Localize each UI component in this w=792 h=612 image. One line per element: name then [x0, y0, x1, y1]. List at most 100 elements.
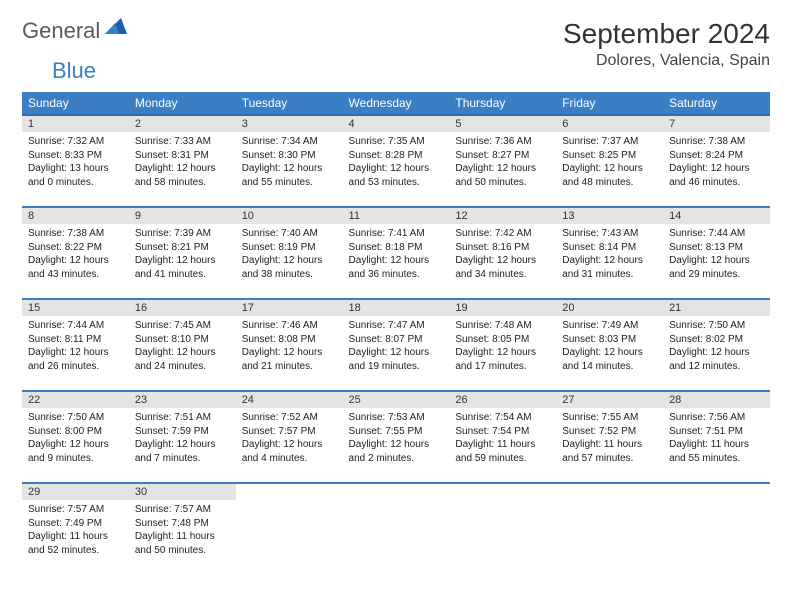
day-number: 1: [22, 116, 129, 132]
calendar-day-cell: 6Sunrise: 7:37 AMSunset: 8:25 PMDaylight…: [556, 115, 663, 207]
day-data: Sunrise: 7:36 AMSunset: 8:27 PMDaylight:…: [449, 132, 556, 192]
day-number: 30: [129, 484, 236, 500]
logo-text-blue: Blue: [52, 58, 96, 84]
calendar-day-cell: 24Sunrise: 7:52 AMSunset: 7:57 PMDayligh…: [236, 391, 343, 483]
day-data: Sunrise: 7:41 AMSunset: 8:18 PMDaylight:…: [343, 224, 450, 284]
calendar-day-cell: 3Sunrise: 7:34 AMSunset: 8:30 PMDaylight…: [236, 115, 343, 207]
day-number: 19: [449, 300, 556, 316]
weekday-header: Friday: [556, 92, 663, 115]
day-number: 24: [236, 392, 343, 408]
day-number: 18: [343, 300, 450, 316]
day-data: Sunrise: 7:35 AMSunset: 8:28 PMDaylight:…: [343, 132, 450, 192]
calendar-day-cell: 15Sunrise: 7:44 AMSunset: 8:11 PMDayligh…: [22, 299, 129, 391]
calendar-week-row: 29Sunrise: 7:57 AMSunset: 7:49 PMDayligh…: [22, 483, 770, 575]
calendar-day-cell: 25Sunrise: 7:53 AMSunset: 7:55 PMDayligh…: [343, 391, 450, 483]
weekday-header: Monday: [129, 92, 236, 115]
calendar-day-cell: 19Sunrise: 7:48 AMSunset: 8:05 PMDayligh…: [449, 299, 556, 391]
calendar-day-cell: 2Sunrise: 7:33 AMSunset: 8:31 PMDaylight…: [129, 115, 236, 207]
calendar-day-cell: 30Sunrise: 7:57 AMSunset: 7:48 PMDayligh…: [129, 483, 236, 575]
location-text: Dolores, Valencia, Spain: [563, 52, 770, 70]
day-data: Sunrise: 7:37 AMSunset: 8:25 PMDaylight:…: [556, 132, 663, 192]
day-number: 16: [129, 300, 236, 316]
day-number: 14: [663, 208, 770, 224]
day-data: Sunrise: 7:46 AMSunset: 8:08 PMDaylight:…: [236, 316, 343, 376]
calendar-day-cell: 5Sunrise: 7:36 AMSunset: 8:27 PMDaylight…: [449, 115, 556, 207]
calendar-day-cell: 4Sunrise: 7:35 AMSunset: 8:28 PMDaylight…: [343, 115, 450, 207]
weekday-header-row: Sunday Monday Tuesday Wednesday Thursday…: [22, 92, 770, 115]
month-title: September 2024: [563, 18, 770, 50]
calendar-day-cell: 16Sunrise: 7:45 AMSunset: 8:10 PMDayligh…: [129, 299, 236, 391]
day-data: Sunrise: 7:38 AMSunset: 8:24 PMDaylight:…: [663, 132, 770, 192]
day-number: 2: [129, 116, 236, 132]
calendar-page: General September 2024 Dolores, Valencia…: [0, 0, 792, 593]
day-data: Sunrise: 7:57 AMSunset: 7:48 PMDaylight:…: [129, 500, 236, 560]
calendar-day-cell: 7Sunrise: 7:38 AMSunset: 8:24 PMDaylight…: [663, 115, 770, 207]
weekday-header: Thursday: [449, 92, 556, 115]
day-data: Sunrise: 7:47 AMSunset: 8:07 PMDaylight:…: [343, 316, 450, 376]
day-number: 21: [663, 300, 770, 316]
day-number: 25: [343, 392, 450, 408]
calendar-day-cell: 1Sunrise: 7:32 AMSunset: 8:33 PMDaylight…: [22, 115, 129, 207]
calendar-day-cell: [663, 483, 770, 575]
day-data: Sunrise: 7:34 AMSunset: 8:30 PMDaylight:…: [236, 132, 343, 192]
calendar-week-row: 8Sunrise: 7:38 AMSunset: 8:22 PMDaylight…: [22, 207, 770, 299]
day-data: Sunrise: 7:40 AMSunset: 8:19 PMDaylight:…: [236, 224, 343, 284]
calendar-table: Sunday Monday Tuesday Wednesday Thursday…: [22, 92, 770, 575]
weekday-header: Wednesday: [343, 92, 450, 115]
day-number: 22: [22, 392, 129, 408]
day-number: 13: [556, 208, 663, 224]
calendar-day-cell: 29Sunrise: 7:57 AMSunset: 7:49 PMDayligh…: [22, 483, 129, 575]
title-block: September 2024 Dolores, Valencia, Spain: [563, 18, 770, 70]
day-data: Sunrise: 7:44 AMSunset: 8:13 PMDaylight:…: [663, 224, 770, 284]
weekday-header: Tuesday: [236, 92, 343, 115]
calendar-week-row: 1Sunrise: 7:32 AMSunset: 8:33 PMDaylight…: [22, 115, 770, 207]
calendar-day-cell: 12Sunrise: 7:42 AMSunset: 8:16 PMDayligh…: [449, 207, 556, 299]
day-number: 27: [556, 392, 663, 408]
calendar-day-cell: 27Sunrise: 7:55 AMSunset: 7:52 PMDayligh…: [556, 391, 663, 483]
day-number: 12: [449, 208, 556, 224]
calendar-day-cell: 13Sunrise: 7:43 AMSunset: 8:14 PMDayligh…: [556, 207, 663, 299]
day-data: Sunrise: 7:38 AMSunset: 8:22 PMDaylight:…: [22, 224, 129, 284]
calendar-week-row: 22Sunrise: 7:50 AMSunset: 8:00 PMDayligh…: [22, 391, 770, 483]
calendar-day-cell: 18Sunrise: 7:47 AMSunset: 8:07 PMDayligh…: [343, 299, 450, 391]
day-data: Sunrise: 7:52 AMSunset: 7:57 PMDaylight:…: [236, 408, 343, 468]
day-number: 15: [22, 300, 129, 316]
calendar-day-cell: 20Sunrise: 7:49 AMSunset: 8:03 PMDayligh…: [556, 299, 663, 391]
day-number: 6: [556, 116, 663, 132]
calendar-day-cell: 23Sunrise: 7:51 AMSunset: 7:59 PMDayligh…: [129, 391, 236, 483]
day-data: Sunrise: 7:48 AMSunset: 8:05 PMDaylight:…: [449, 316, 556, 376]
calendar-day-cell: 26Sunrise: 7:54 AMSunset: 7:54 PMDayligh…: [449, 391, 556, 483]
calendar-day-cell: 21Sunrise: 7:50 AMSunset: 8:02 PMDayligh…: [663, 299, 770, 391]
calendar-day-cell: 8Sunrise: 7:38 AMSunset: 8:22 PMDaylight…: [22, 207, 129, 299]
calendar-week-row: 15Sunrise: 7:44 AMSunset: 8:11 PMDayligh…: [22, 299, 770, 391]
day-data: Sunrise: 7:44 AMSunset: 8:11 PMDaylight:…: [22, 316, 129, 376]
day-number: 23: [129, 392, 236, 408]
calendar-day-cell: 9Sunrise: 7:39 AMSunset: 8:21 PMDaylight…: [129, 207, 236, 299]
day-number: 11: [343, 208, 450, 224]
logo-triangle-icon: [105, 18, 127, 39]
day-data: Sunrise: 7:33 AMSunset: 8:31 PMDaylight:…: [129, 132, 236, 192]
calendar-day-cell: 11Sunrise: 7:41 AMSunset: 8:18 PMDayligh…: [343, 207, 450, 299]
day-number: 4: [343, 116, 450, 132]
day-number: 29: [22, 484, 129, 500]
day-data: Sunrise: 7:53 AMSunset: 7:55 PMDaylight:…: [343, 408, 450, 468]
weekday-header: Sunday: [22, 92, 129, 115]
day-data: Sunrise: 7:32 AMSunset: 8:33 PMDaylight:…: [22, 132, 129, 192]
calendar-day-cell: 28Sunrise: 7:56 AMSunset: 7:51 PMDayligh…: [663, 391, 770, 483]
calendar-day-cell: 17Sunrise: 7:46 AMSunset: 8:08 PMDayligh…: [236, 299, 343, 391]
day-data: Sunrise: 7:45 AMSunset: 8:10 PMDaylight:…: [129, 316, 236, 376]
calendar-body: 1Sunrise: 7:32 AMSunset: 8:33 PMDaylight…: [22, 115, 770, 575]
calendar-day-cell: 10Sunrise: 7:40 AMSunset: 8:19 PMDayligh…: [236, 207, 343, 299]
day-data: Sunrise: 7:54 AMSunset: 7:54 PMDaylight:…: [449, 408, 556, 468]
day-data: Sunrise: 7:42 AMSunset: 8:16 PMDaylight:…: [449, 224, 556, 284]
logo: General: [22, 18, 129, 44]
calendar-day-cell: [556, 483, 663, 575]
day-data: Sunrise: 7:55 AMSunset: 7:52 PMDaylight:…: [556, 408, 663, 468]
day-number: 7: [663, 116, 770, 132]
weekday-header: Saturday: [663, 92, 770, 115]
day-data: Sunrise: 7:50 AMSunset: 8:00 PMDaylight:…: [22, 408, 129, 468]
day-data: Sunrise: 7:43 AMSunset: 8:14 PMDaylight:…: [556, 224, 663, 284]
calendar-day-cell: 14Sunrise: 7:44 AMSunset: 8:13 PMDayligh…: [663, 207, 770, 299]
day-number: 3: [236, 116, 343, 132]
day-number: 20: [556, 300, 663, 316]
